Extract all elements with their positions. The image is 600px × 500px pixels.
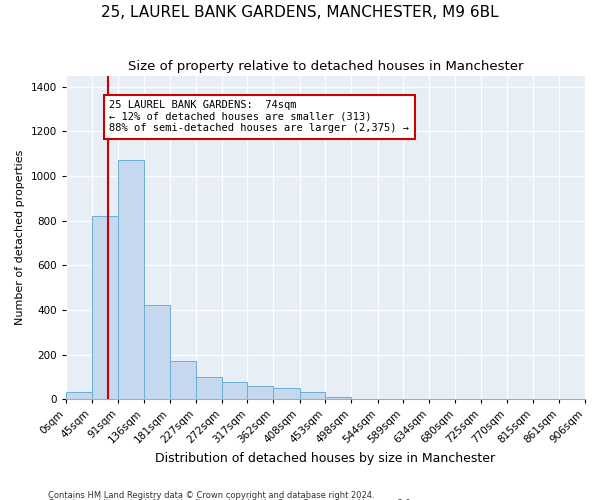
Bar — [325, 397, 351, 399]
Bar — [221, 382, 247, 399]
Bar — [118, 160, 144, 399]
Bar — [299, 392, 325, 399]
Y-axis label: Number of detached properties: Number of detached properties — [15, 150, 25, 325]
Bar — [66, 392, 92, 399]
Bar — [196, 377, 221, 399]
X-axis label: Distribution of detached houses by size in Manchester: Distribution of detached houses by size … — [155, 452, 496, 465]
Text: Contains public sector information licensed under the Open Government Licence v3: Contains public sector information licen… — [48, 499, 413, 500]
Bar — [247, 386, 273, 399]
Bar — [144, 306, 170, 399]
Text: 25, LAUREL BANK GARDENS, MANCHESTER, M9 6BL: 25, LAUREL BANK GARDENS, MANCHESTER, M9 … — [101, 5, 499, 20]
Text: Contains HM Land Registry data © Crown copyright and database right 2024.: Contains HM Land Registry data © Crown c… — [48, 490, 374, 500]
Text: 25 LAUREL BANK GARDENS:  74sqm
← 12% of detached houses are smaller (313)
88% of: 25 LAUREL BANK GARDENS: 74sqm ← 12% of d… — [109, 100, 409, 134]
Bar — [92, 216, 118, 399]
Bar — [273, 388, 299, 399]
Bar — [170, 361, 196, 399]
Title: Size of property relative to detached houses in Manchester: Size of property relative to detached ho… — [128, 60, 523, 73]
